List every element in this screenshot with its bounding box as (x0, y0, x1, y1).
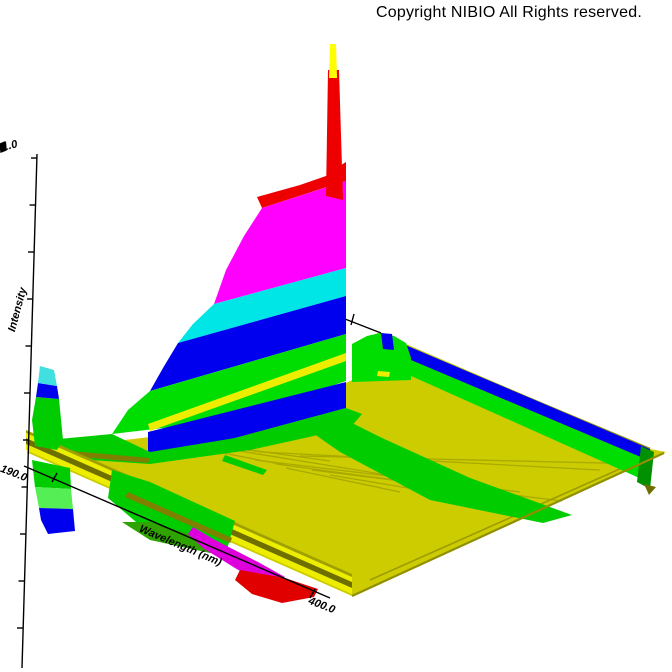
clipped-tick-glyph (0, 141, 7, 153)
left-peak-blue (36, 383, 59, 399)
peak-lower-blue-band (148, 382, 346, 456)
time-axis-tick (350, 313, 355, 326)
wavelength-axis-line (23, 465, 331, 599)
peak-cyan-band (178, 268, 346, 343)
ridge-green-band (400, 358, 650, 481)
left-negative-dip (32, 460, 75, 534)
peak-magenta-band (214, 181, 346, 304)
ridge-blue-band (403, 344, 650, 461)
valley-green (48, 408, 362, 464)
solvent-front-peak (32, 366, 63, 450)
ridge-hump-yellow-mark (377, 371, 390, 377)
edge-streak (369, 459, 641, 581)
peak-spike-yellow-tip (329, 44, 337, 78)
plane-green-stripe (317, 406, 572, 523)
peak-blue-band (150, 296, 346, 391)
trough-red (235, 570, 318, 603)
wavelength-axis-ticks (51, 472, 316, 599)
peak-yellow-stripe (148, 353, 346, 431)
valley-olive-strip (58, 450, 150, 463)
plane-front-right-edge (351, 452, 665, 597)
ridge-hump-green (352, 333, 411, 382)
ridge-end-notch (644, 484, 656, 495)
time-axis-segment (344, 318, 382, 334)
front-left-green-patch (108, 470, 235, 556)
ridge-end-cap (637, 446, 654, 489)
peak-red-band (257, 162, 346, 208)
ridge-hump-blue-tip (381, 333, 394, 350)
main-peak (48, 44, 362, 464)
intensity-axis-ticks (17, 157, 37, 629)
peak-spike-red (326, 70, 343, 200)
back-ridge (352, 333, 656, 495)
copyright-notice: Copyright NIBIO All Rights reserved. (376, 4, 642, 21)
intensity-axis-line (21, 153, 38, 669)
plane-green-sliver (222, 455, 267, 475)
left-peak-green (32, 397, 63, 450)
peak-green-band (112, 334, 346, 434)
left-peak-cyan (38, 366, 57, 386)
axes (0, 141, 382, 669)
